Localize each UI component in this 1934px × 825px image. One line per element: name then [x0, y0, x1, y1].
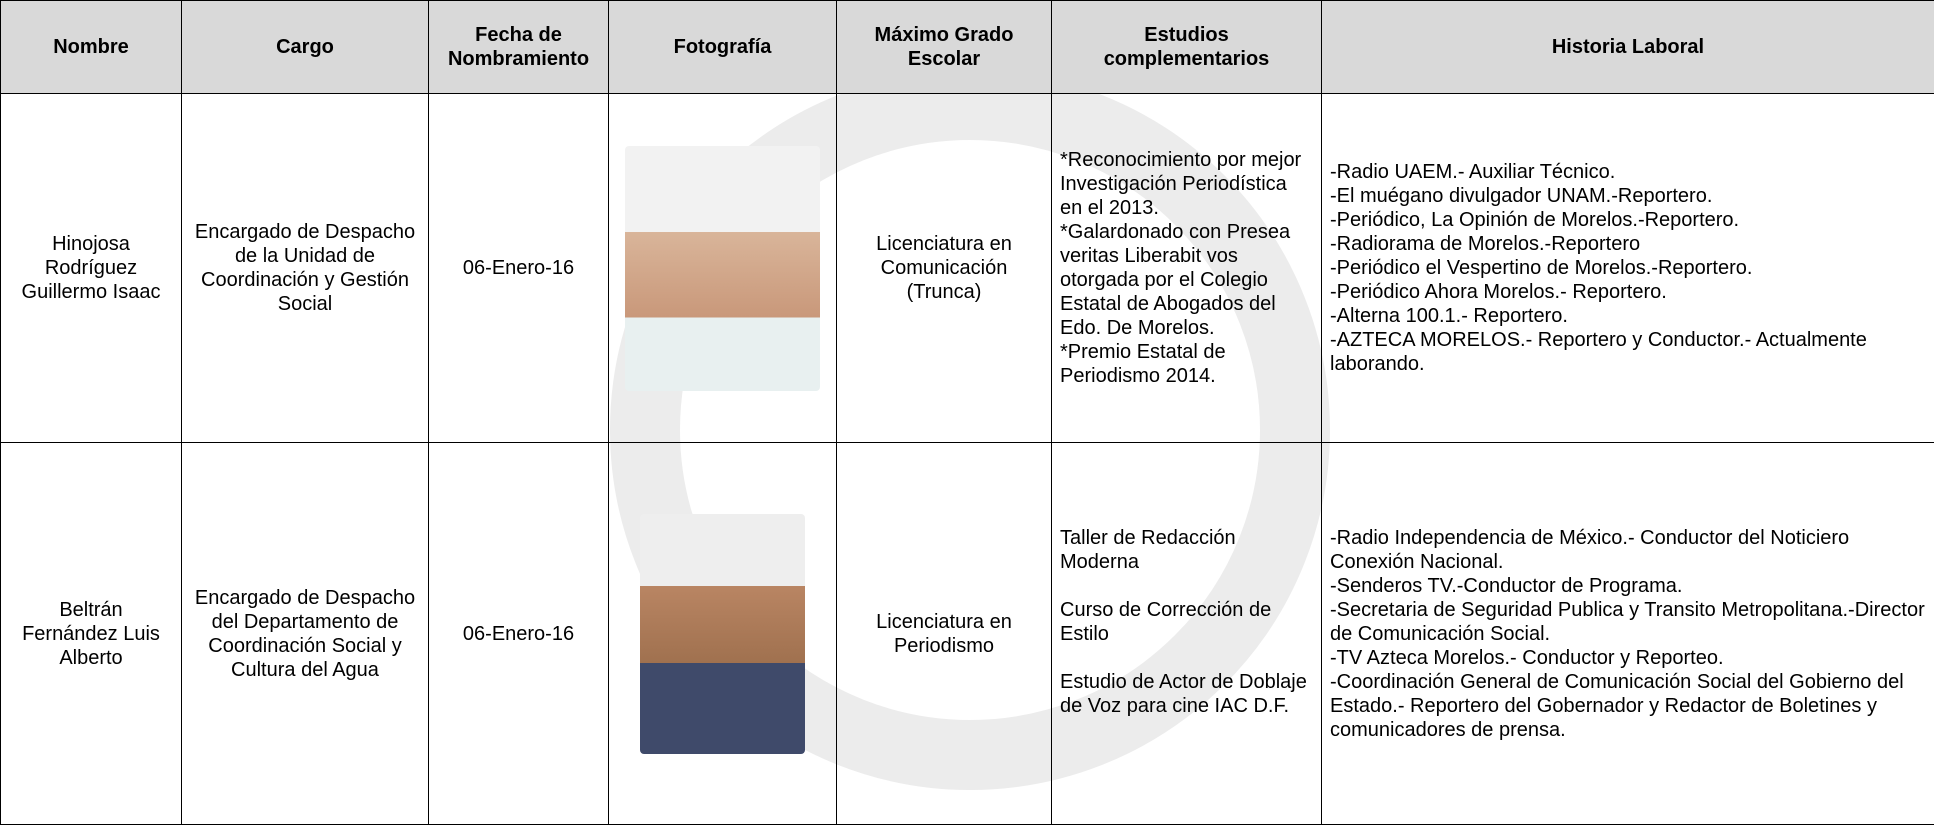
photo-cell [609, 443, 837, 825]
studies-cell: Taller de Redacción Moderna Curso de Corr… [1052, 443, 1322, 825]
header-cell: Historia Laboral [1322, 1, 1934, 94]
study-item: *Premio Estatal de Periodismo 2014. [1060, 340, 1313, 388]
position-cell: Encargado de Despacho de la Unidad de Co… [182, 94, 429, 443]
degree-cell: Licenciatura en Periodismo [837, 443, 1052, 825]
study-item: *Reconocimiento por mejor Investigación … [1060, 148, 1313, 220]
date-cell: 06-Enero-16 [429, 94, 609, 443]
study-item: Estudio de Actor de Doblaje de Voz para … [1060, 670, 1313, 718]
history-item: -Radiorama de Morelos.-Reportero [1330, 232, 1926, 256]
history-item: -Radio Independencia de México.- Conduct… [1330, 526, 1926, 574]
history-item: -Periódico el Vespertino de Morelos.-Rep… [1330, 256, 1926, 280]
position-cell: Encargado de Despacho del Departamento d… [182, 443, 429, 825]
studies-cell: *Reconocimiento por mejor Investigación … [1052, 94, 1322, 443]
history-item: -Periódico, La Opinión de Morelos.-Repor… [1330, 208, 1926, 232]
study-item: *Galardonado con Presea veritas Liberabi… [1060, 220, 1313, 340]
study-item: Taller de Redacción Moderna [1060, 526, 1313, 574]
header-cell: Estudios complementarios [1052, 1, 1322, 94]
header-cell: Máximo Grado Escolar [837, 1, 1052, 94]
date-cell: 06-Enero-16 [429, 443, 609, 825]
photo [640, 514, 805, 754]
header-cell: Nombre [1, 1, 182, 94]
name-cell: Hinojosa Rodríguez Guillermo Isaac [1, 94, 182, 443]
history-item: -Periódico Ahora Morelos.- Reportero. [1330, 280, 1926, 304]
history-item: -Senderos TV.-Conductor de Programa. [1330, 574, 1926, 598]
history-item: -AZTECA MORELOS.- Reportero y Conductor.… [1330, 328, 1926, 376]
history-item: -TV Azteca Morelos.- Conductor y Reporte… [1330, 646, 1926, 670]
history-item: -El muégano divulgador UNAM.-Reportero. [1330, 184, 1926, 208]
history-item: -Alterna 100.1.- Reportero. [1330, 304, 1926, 328]
history-item: -Radio UAEM.- Auxiliar Técnico. [1330, 160, 1926, 184]
history-item: -Secretaria de Seguridad Publica y Trans… [1330, 598, 1926, 646]
history-item: -Coordinación General de Comunicación So… [1330, 670, 1926, 742]
header-cell: Fotografía [609, 1, 837, 94]
header-cell: Cargo [182, 1, 429, 94]
header-cell: Fecha de Nombramiento [429, 1, 609, 94]
photo-cell [609, 94, 837, 443]
photo [625, 146, 820, 391]
name-cell: Beltrán Fernández Luis Alberto [1, 443, 182, 825]
degree-cell: Licenciatura en Comunicación (Trunca) [837, 94, 1052, 443]
history-cell: -Radio UAEM.- Auxiliar Técnico.-El muéga… [1322, 94, 1934, 443]
study-item: Curso de Corrección de Estilo [1060, 598, 1313, 646]
history-cell: -Radio Independencia de México.- Conduct… [1322, 443, 1934, 825]
